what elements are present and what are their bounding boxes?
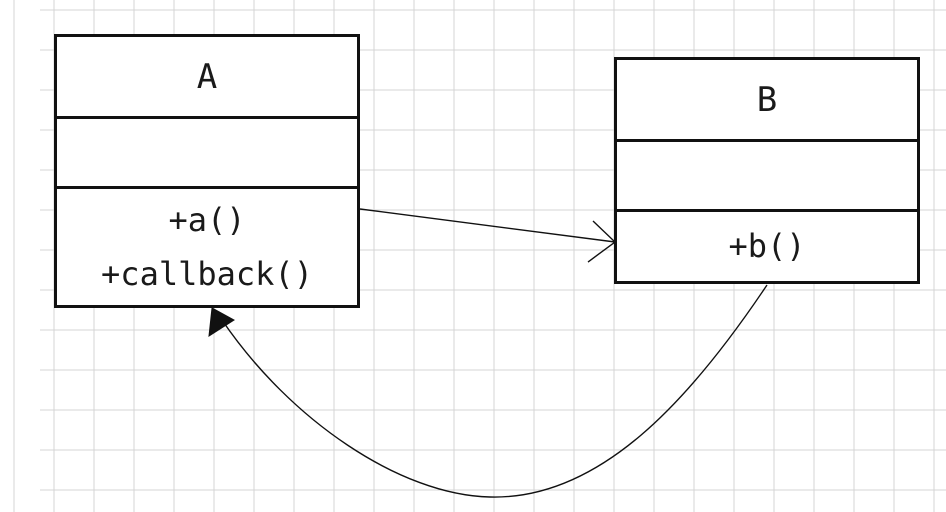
class-b-operations: +b() bbox=[617, 212, 917, 281]
class-a-name: A bbox=[57, 37, 357, 119]
class-a-operations: +a() +callback() bbox=[57, 189, 357, 305]
operation-a: +a() bbox=[168, 200, 246, 239]
class-a-attributes bbox=[57, 119, 357, 189]
class-b-name: B bbox=[617, 60, 917, 142]
operation-callback: +callback() bbox=[101, 255, 313, 293]
class-b-box[interactable]: B +b() bbox=[614, 57, 920, 284]
operation-b: +b() bbox=[728, 227, 806, 266]
class-a-box[interactable]: A +a() +callback() bbox=[54, 34, 360, 308]
class-b-attributes bbox=[617, 142, 917, 212]
